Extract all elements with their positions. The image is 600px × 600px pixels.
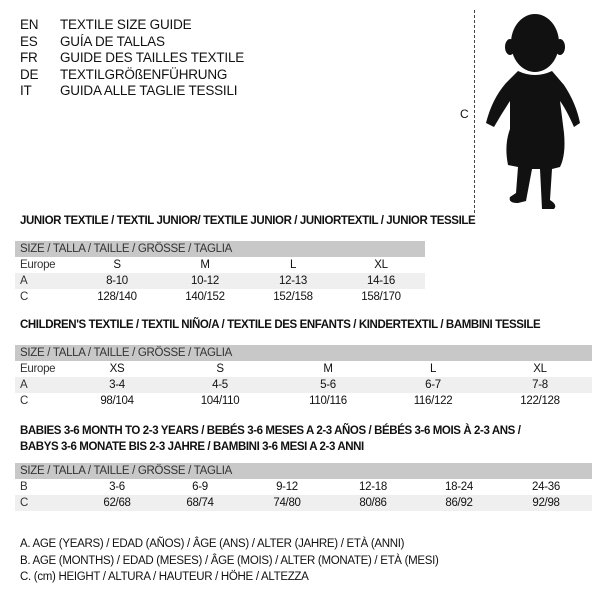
- height-measure-line: [474, 10, 475, 213]
- size-header: SIZE / TALLA / TAILLE / GRÖSSE / TAGLIA: [15, 241, 425, 257]
- size-table: SIZE / TALLA / TAILLE / GRÖSSE / TAGLIA E…: [15, 345, 592, 409]
- table-cell: S: [113, 259, 121, 271]
- size-header: SIZE / TALLA / TAILLE / GRÖSSE / TAGLIA: [15, 345, 592, 361]
- language-title-fr: FR GUIDE DES TAILLES TEXTILE: [20, 50, 244, 65]
- language-text: TEXTILGRÖßENFÜHRUNG: [60, 66, 228, 82]
- language-code: FR: [20, 50, 38, 65]
- size-table: SIZE / TALLA / TAILLE / GRÖSSE / TAGLIA B…: [15, 463, 592, 511]
- table-cell: 4-5: [212, 379, 228, 391]
- table-cell: 9-12: [276, 481, 298, 493]
- row-label: C: [20, 497, 29, 509]
- table-cell: 86/92: [445, 497, 473, 509]
- table-cell: 158/170: [361, 291, 401, 303]
- table-cell: M: [323, 363, 333, 375]
- table-cell: 12-13: [279, 275, 307, 287]
- table-title: JUNIOR TEXTILE / TEXTIL JUNIOR/ TEXTILE …: [20, 215, 476, 227]
- language-code: DE: [20, 66, 39, 82]
- table-row: C 128/140 140/152 152/158 158/170: [15, 289, 425, 305]
- table-cell: 152/158: [273, 291, 313, 303]
- table-cell: 104/110: [200, 395, 240, 407]
- table-cell: L: [429, 363, 437, 375]
- legend-item: C. (cm) HEIGHT / ALTURA / HAUTEUR / HÖHE…: [20, 571, 309, 583]
- language-code: IT: [20, 83, 32, 98]
- language-text: TEXTILE SIZE GUIDE: [60, 17, 192, 32]
- table-cell: 110/116: [309, 395, 347, 407]
- table-cell: 12-18: [359, 481, 387, 493]
- table-cell: 6-9: [192, 481, 208, 493]
- row-label: A: [20, 275, 28, 287]
- table-cell: L: [289, 259, 297, 271]
- baby-silhouette-icon: [486, 14, 580, 209]
- table-cell: S: [216, 363, 224, 375]
- row-label: Europe: [20, 259, 56, 271]
- language-code: ES: [20, 33, 38, 49]
- language-text: GUIDE DES TAILLES TEXTILE: [60, 50, 245, 65]
- table-cell: 98/104: [100, 395, 134, 407]
- size-table: SIZE / TALLA / TAILLE / GRÖSSE / TAGLIA E…: [15, 241, 425, 305]
- legend-item: A. AGE (YEARS) / EDAD (AÑOS) / ÂGE (ANS)…: [20, 538, 405, 550]
- table-cell: 122/128: [520, 395, 560, 407]
- row-label: A: [20, 379, 28, 391]
- table-row: A 8-10 10-12 12-13 14-16: [15, 273, 425, 289]
- table-cell: 116/122: [413, 395, 453, 407]
- table-cell: 7-8: [532, 379, 548, 391]
- height-measure-label: C: [460, 107, 469, 121]
- table-cell: 24-36: [532, 481, 560, 493]
- language-title-it: IT GUIDA ALLE TAGLIE TESSILI: [20, 83, 238, 98]
- table-cell: 3-6: [109, 481, 125, 493]
- table-cell: XS: [109, 363, 125, 375]
- row-label: B: [20, 481, 28, 493]
- language-text: GUÍA DE TALLAS: [60, 33, 165, 49]
- table-cell: 10-12: [191, 275, 219, 287]
- language-title-de: DE TEXTILGRÖßENFÜHRUNG: [20, 67, 227, 82]
- table-cell: 92/98: [532, 497, 560, 509]
- table-cell: 3-4: [109, 379, 125, 391]
- size-header: SIZE / TALLA / TAILLE / GRÖSSE / TAGLIA: [15, 463, 592, 479]
- table-cell: 74/80: [273, 497, 301, 509]
- table-row: Europe XS S M L XL: [15, 361, 592, 377]
- legend-item: B. AGE (MONTHS) / EDAD (MESES) / ÂGE (MO…: [20, 554, 439, 567]
- table-cell: 6-7: [425, 379, 441, 391]
- table-cell: 18-24: [445, 481, 473, 493]
- table-title: BABIES 3-6 MONTH TO 2-3 YEARS / BEBÉS 3-…: [20, 425, 521, 437]
- language-text: GUIDA ALLE TAGLIE TESSILI: [60, 83, 238, 98]
- language-code: EN: [20, 17, 39, 32]
- table-title: CHILDREN'S TEXTILE / TEXTIL NIÑO/A / TEX…: [20, 319, 541, 331]
- table-row: C 98/104 104/110 110/116 116/122 122/128: [15, 393, 592, 409]
- table-cell: XL: [374, 259, 388, 271]
- table-cell: M: [200, 259, 210, 271]
- row-label: C: [20, 291, 29, 303]
- table-title: BABYS 3-6 MONATE BIS 2-3 JAHRE / BAMBINI…: [20, 441, 364, 453]
- language-title-es: ES GUÍA DE TALLAS: [20, 34, 165, 49]
- table-cell: 128/140: [97, 291, 137, 303]
- table-row: C 62/68 68/74 74/80 80/86 86/92 92/98: [15, 495, 592, 511]
- table-cell: 14-16: [367, 275, 395, 287]
- row-label: C: [20, 395, 29, 407]
- table-cell: 68/74: [186, 497, 214, 509]
- table-cell: 5-6: [320, 379, 336, 391]
- language-title-en: EN TEXTILE SIZE GUIDE: [20, 17, 192, 32]
- table-cell: XL: [533, 363, 547, 375]
- table-cell: 140/152: [185, 291, 225, 303]
- table-cell: 62/68: [103, 497, 131, 509]
- row-label: Europe: [20, 363, 56, 375]
- table-row: B 3-6 6-9 9-12 12-18 18-24 24-36: [15, 479, 592, 495]
- table-cell: 8-10: [106, 275, 128, 287]
- table-row: Europe S M L XL: [15, 257, 425, 273]
- height-guide-figure: C: [455, 5, 600, 215]
- table-cell: 80/86: [359, 497, 387, 509]
- table-row: A 3-4 4-5 5-6 6-7 7-8: [15, 377, 592, 393]
